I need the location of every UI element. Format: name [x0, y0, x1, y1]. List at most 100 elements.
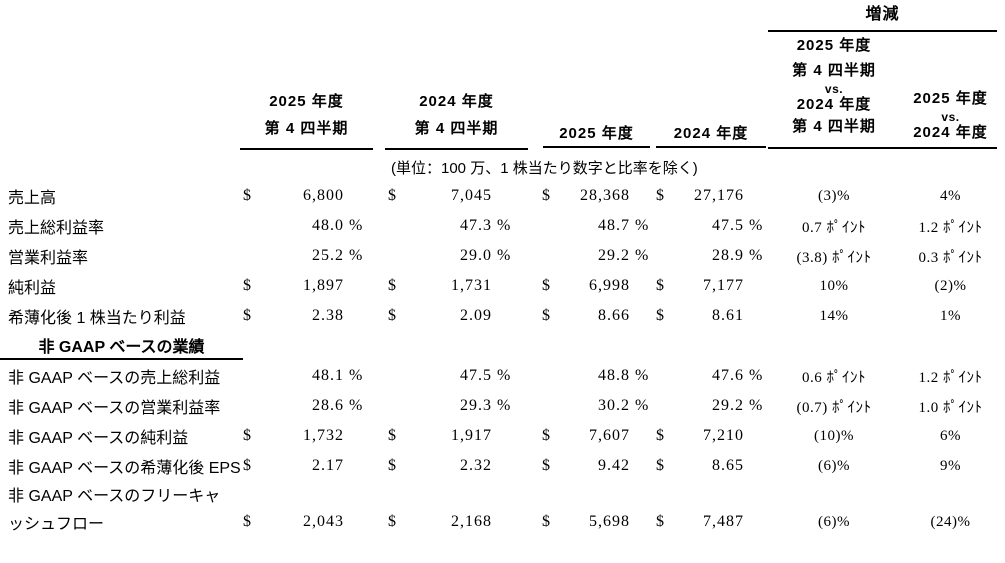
change-cell: 1.2 ﾎﾟｲﾝﾄ — [918, 369, 983, 386]
table-row-diluted-eps: 希薄化後 1 株当たり利益 $2.38 $2.09 $8.66 $8.61 14… — [0, 301, 1005, 331]
value-cell: $6,800 — [243, 187, 368, 205]
cell-value: 25.2 — [312, 247, 344, 264]
value-cell: 47.5% — [656, 217, 764, 235]
table-row-non-gaap-gross-margin: 非 GAAP ベースの売上総利益 48.1% 47.5% 48.8% 47.6%… — [0, 361, 1005, 391]
value-cell: $2.17 — [243, 457, 368, 475]
currency-symbol: $ — [243, 187, 252, 204]
cell-value: 48.0 — [312, 217, 344, 234]
value-cell: $28,368 — [542, 187, 650, 205]
cell-value: 8.61 — [712, 307, 744, 324]
currency-symbol: $ — [656, 513, 665, 530]
header-line: 第 4 四半期 — [792, 62, 876, 79]
change-cell: (6)% — [818, 513, 850, 530]
header-line: 2024 年度 — [419, 93, 494, 110]
cell-value: 8.65 — [712, 457, 744, 474]
row-label: 希薄化後 1 株当たり利益 — [8, 310, 186, 327]
cell-value: 2,043 — [303, 513, 344, 530]
column-header-fy-change: 2025 年度 vs. 2024 年度 — [903, 86, 998, 142]
value-cell: 25.2% — [243, 247, 368, 265]
column-header-fy2024: 2024 年度 — [656, 120, 766, 148]
change-cell: (24)% — [930, 513, 971, 530]
currency-symbol: $ — [388, 513, 397, 530]
change-columns-underline — [768, 147, 997, 149]
change-cell: 1.0 ﾎﾟｲﾝﾄ — [918, 399, 983, 416]
value-cell: $1,917 — [388, 427, 516, 445]
row-label: ッシュフロー — [8, 516, 105, 533]
change-cell: (6)% — [818, 457, 850, 474]
change-cell: 0.3 ﾎﾟｲﾝﾄ — [918, 249, 983, 266]
header-line: 2025 年度 — [559, 125, 634, 142]
value-cell: $7,210 — [656, 427, 764, 445]
table-body: 売上高 $6,800 $7,045 $28,368 $27,176 (3)% 4… — [0, 181, 1005, 537]
header-line: 2024 年度 — [796, 96, 872, 113]
percent-sign: % — [635, 217, 650, 234]
value-cell: 30.2% — [542, 397, 650, 415]
header-line: 2025 年度 — [913, 90, 988, 107]
value-cell: 29.2% — [656, 397, 764, 415]
value-cell: $1,897 — [243, 277, 368, 295]
percent-sign: % — [497, 367, 512, 384]
value-cell: $8.65 — [656, 457, 764, 475]
value-cell: $2,043 — [243, 513, 368, 531]
change-cell: 0.7 ﾎﾟｲﾝﾄ — [801, 219, 866, 236]
cell-value: 9.42 — [598, 457, 630, 474]
value-cell: 47.3% — [388, 217, 516, 235]
cell-value: 28,368 — [580, 187, 630, 204]
value-cell: 47.6% — [656, 367, 764, 385]
cell-value: 2.09 — [460, 307, 492, 324]
percent-sign: % — [635, 367, 650, 384]
value-cell: 29.0% — [388, 247, 516, 265]
header-line: 2025 年度 — [796, 37, 872, 54]
change-cell: 1.2 ﾎﾟｲﾝﾄ — [918, 219, 983, 236]
value-cell: 47.5% — [388, 367, 516, 385]
column-header-fy2025-q4: 2025 年度 第 4 四半期 — [240, 88, 373, 150]
currency-symbol: $ — [656, 457, 665, 474]
row-label: 売上高 — [8, 190, 57, 207]
change-cell: (0.7) ﾎﾟｲﾝﾄ — [796, 399, 872, 416]
header-line: 第 4 四半期 — [414, 120, 499, 137]
cell-value: 6,800 — [303, 187, 344, 204]
column-header-fy2024-q4: 2024 年度 第 4 四半期 — [385, 88, 528, 150]
cell-value: 2,168 — [451, 513, 492, 530]
change-cell: 9% — [940, 457, 961, 474]
cell-value: 1,917 — [451, 427, 492, 444]
currency-symbol: $ — [388, 307, 397, 324]
percent-sign: % — [749, 367, 764, 384]
value-cell: $2.38 — [243, 307, 368, 325]
percent-sign: % — [349, 397, 364, 414]
currency-symbol: $ — [243, 427, 252, 444]
value-cell: $1,732 — [243, 427, 368, 445]
change-cell: 10% — [819, 277, 849, 294]
table-row-non-gaap-net-income: 非 GAAP ベースの純利益 $1,732 $1,917 $7,607 $7,2… — [0, 421, 1005, 451]
cell-value: 48.7 — [598, 217, 630, 234]
section-header-row: 非 GAAP ベースの業績 — [0, 331, 1005, 361]
value-cell: $7,177 — [656, 277, 764, 295]
value-cell: 48.8% — [542, 367, 650, 385]
currency-symbol: $ — [542, 307, 551, 324]
value-cell: 29.2% — [542, 247, 650, 265]
value-cell: $2.09 — [388, 307, 516, 325]
currency-symbol: $ — [388, 457, 397, 474]
cell-value: 8.66 — [598, 307, 630, 324]
value-cell: $7,045 — [388, 187, 516, 205]
cell-value: 47.5 — [712, 217, 744, 234]
cell-value: 47.3 — [460, 217, 492, 234]
row-label: 非 GAAP ベースのフリーキャ — [8, 488, 221, 505]
value-cell: $2,168 — [388, 513, 516, 531]
table-row-non-gaap-diluted-eps: 非 GAAP ベースの希薄化後 EPS $2.17 $2.32 $9.42 $8… — [0, 451, 1005, 481]
percent-sign: % — [635, 397, 650, 414]
table-row-gross-margin: 売上総利益率 48.0% 47.3% 48.7% 47.5% 0.7 ﾎﾟｲﾝﾄ… — [0, 211, 1005, 241]
units-note: (単位：100 万、1 株当たり数字と比率を除く) — [391, 160, 698, 177]
cell-value: 2.38 — [312, 307, 344, 324]
change-cell: 6% — [940, 427, 961, 444]
row-label: 非 GAAP ベースの純利益 — [8, 430, 189, 447]
currency-symbol: $ — [243, 307, 252, 324]
percent-sign: % — [497, 247, 512, 264]
column-header-fy2025: 2025 年度 — [543, 120, 650, 148]
change-group-label: 増減 — [865, 6, 900, 23]
header-line: 第 4 四半期 — [264, 120, 349, 137]
change-cell: 1% — [940, 307, 961, 324]
currency-symbol: $ — [243, 513, 252, 530]
cell-value: 7,487 — [703, 513, 744, 530]
